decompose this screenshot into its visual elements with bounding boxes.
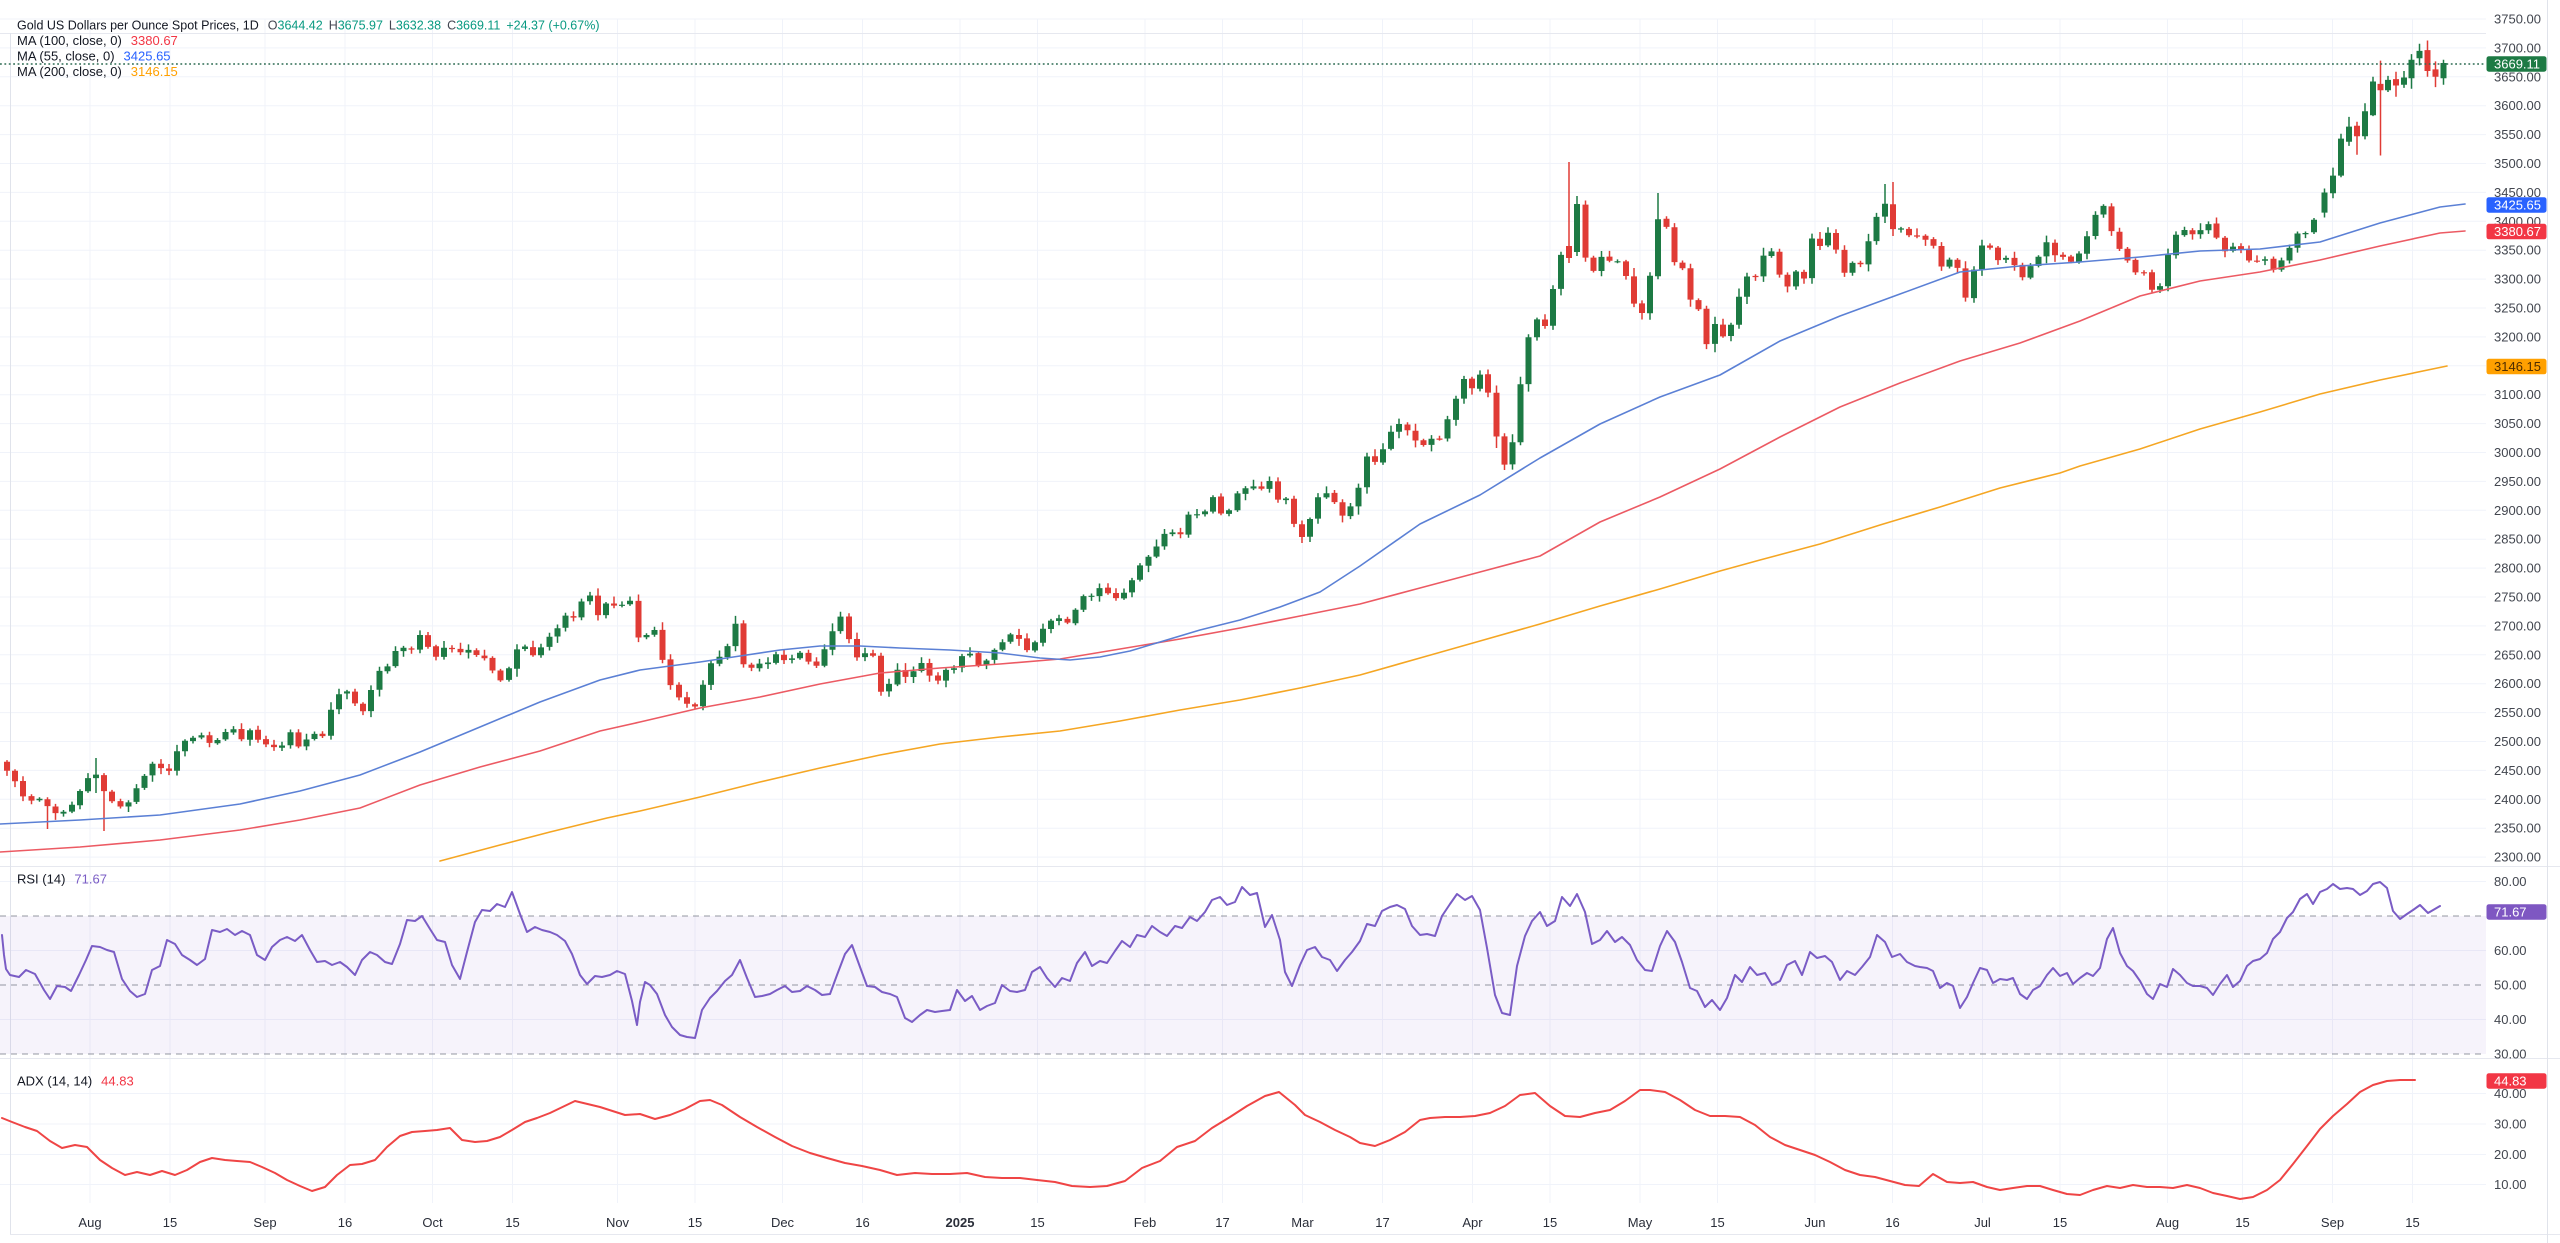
- svg-text:50.00: 50.00: [2494, 978, 2527, 993]
- svg-text:3700.00: 3700.00: [2494, 40, 2541, 55]
- svg-text:3600.00: 3600.00: [2494, 98, 2541, 113]
- svg-text:17: 17: [1215, 1215, 1229, 1230]
- svg-text:15: 15: [2405, 1215, 2419, 1230]
- svg-text:2550.00: 2550.00: [2494, 705, 2541, 720]
- svg-text:15: 15: [1710, 1215, 1724, 1230]
- svg-text:15: 15: [688, 1215, 702, 1230]
- svg-text:MA (55, close, 0)3425.65: MA (55, close, 0) 3425.65: [17, 49, 171, 64]
- svg-text:Sep: Sep: [2321, 1215, 2344, 1230]
- svg-text:3380.67: 3380.67: [2494, 224, 2541, 239]
- svg-text:3100.00: 3100.00: [2494, 387, 2541, 402]
- svg-text:2600.00: 2600.00: [2494, 676, 2541, 691]
- svg-text:71.67: 71.67: [2494, 905, 2527, 920]
- svg-text:3669.11: 3669.11: [2494, 57, 2540, 72]
- svg-text:3146.15: 3146.15: [2494, 359, 2541, 374]
- svg-text:3750.00: 3750.00: [2494, 12, 2541, 27]
- svg-text:Jun: Jun: [1805, 1215, 1826, 1230]
- svg-text:40.00: 40.00: [2494, 1012, 2527, 1027]
- svg-text:30.00: 30.00: [2494, 1047, 2527, 1062]
- svg-text:40.00: 40.00: [2494, 1086, 2527, 1101]
- svg-text:Sep: Sep: [253, 1215, 276, 1230]
- svg-text:16: 16: [338, 1215, 352, 1230]
- svg-text:3250.00: 3250.00: [2494, 301, 2541, 316]
- svg-text:ADX (14, 14)44.83: ADX (14, 14) 44.83: [17, 1074, 134, 1089]
- svg-text:2950.00: 2950.00: [2494, 474, 2541, 489]
- svg-text:2750.00: 2750.00: [2494, 590, 2541, 605]
- svg-text:3450.00: 3450.00: [2494, 185, 2541, 200]
- svg-text:60.00: 60.00: [2494, 943, 2527, 958]
- svg-text:Oct: Oct: [422, 1215, 443, 1230]
- svg-text:15: 15: [1030, 1215, 1044, 1230]
- svg-text:Feb: Feb: [1134, 1215, 1156, 1230]
- svg-text:Aug: Aug: [78, 1215, 101, 1230]
- svg-text:3300.00: 3300.00: [2494, 272, 2541, 287]
- svg-text:May: May: [1628, 1215, 1653, 1230]
- svg-text:2400.00: 2400.00: [2494, 792, 2541, 807]
- svg-text:2700.00: 2700.00: [2494, 618, 2541, 633]
- svg-text:16: 16: [855, 1215, 869, 1230]
- svg-text:16: 16: [1885, 1215, 1899, 1230]
- svg-text:3500.00: 3500.00: [2494, 156, 2541, 171]
- svg-text:Dec: Dec: [771, 1215, 795, 1230]
- svg-text:15: 15: [505, 1215, 519, 1230]
- svg-text:3050.00: 3050.00: [2494, 416, 2541, 431]
- svg-text:3425.65: 3425.65: [2494, 198, 2541, 213]
- svg-text:44.83: 44.83: [2494, 1074, 2527, 1089]
- svg-text:2650.00: 2650.00: [2494, 647, 2541, 662]
- svg-text:3550.00: 3550.00: [2494, 127, 2541, 142]
- svg-text:MA (200, close, 0)3146.15: MA (200, close, 0) 3146.15: [17, 64, 178, 79]
- svg-text:Mar: Mar: [1291, 1215, 1314, 1230]
- svg-text:RSI (14)71.67: RSI (14) 71.67: [17, 872, 107, 887]
- svg-text:10.00: 10.00: [2494, 1177, 2527, 1192]
- svg-text:17: 17: [1375, 1215, 1389, 1230]
- svg-text:2025: 2025: [946, 1215, 975, 1230]
- svg-text:Jul: Jul: [1974, 1215, 1991, 1230]
- svg-text:Nov: Nov: [606, 1215, 630, 1230]
- svg-text:15: 15: [2053, 1215, 2067, 1230]
- svg-text:2450.00: 2450.00: [2494, 763, 2541, 778]
- svg-text:20.00: 20.00: [2494, 1147, 2527, 1162]
- svg-text:2500.00: 2500.00: [2494, 734, 2541, 749]
- svg-text:15: 15: [2235, 1215, 2249, 1230]
- svg-text:MA (100, close, 0)3380.67: MA (100, close, 0) 3380.67: [17, 33, 178, 48]
- svg-text:3000.00: 3000.00: [2494, 445, 2541, 460]
- svg-text:15: 15: [163, 1215, 177, 1230]
- svg-text:2850.00: 2850.00: [2494, 532, 2541, 547]
- svg-text:3650.00: 3650.00: [2494, 69, 2541, 84]
- svg-text:3350.00: 3350.00: [2494, 243, 2541, 258]
- svg-text:Apr: Apr: [1462, 1215, 1483, 1230]
- svg-text:2900.00: 2900.00: [2494, 503, 2541, 518]
- svg-text:15: 15: [1543, 1215, 1557, 1230]
- svg-text:3200.00: 3200.00: [2494, 329, 2541, 344]
- svg-text:Gold US Dollars per Ounce Spot: Gold US Dollars per Ounce Spot Prices, 1…: [17, 19, 599, 33]
- svg-text:2350.00: 2350.00: [2494, 821, 2541, 836]
- svg-text:30.00: 30.00: [2494, 1117, 2527, 1132]
- svg-text:2800.00: 2800.00: [2494, 561, 2541, 576]
- svg-text:2300.00: 2300.00: [2494, 850, 2541, 865]
- svg-text:80.00: 80.00: [2494, 874, 2527, 889]
- svg-text:Aug: Aug: [2156, 1215, 2179, 1230]
